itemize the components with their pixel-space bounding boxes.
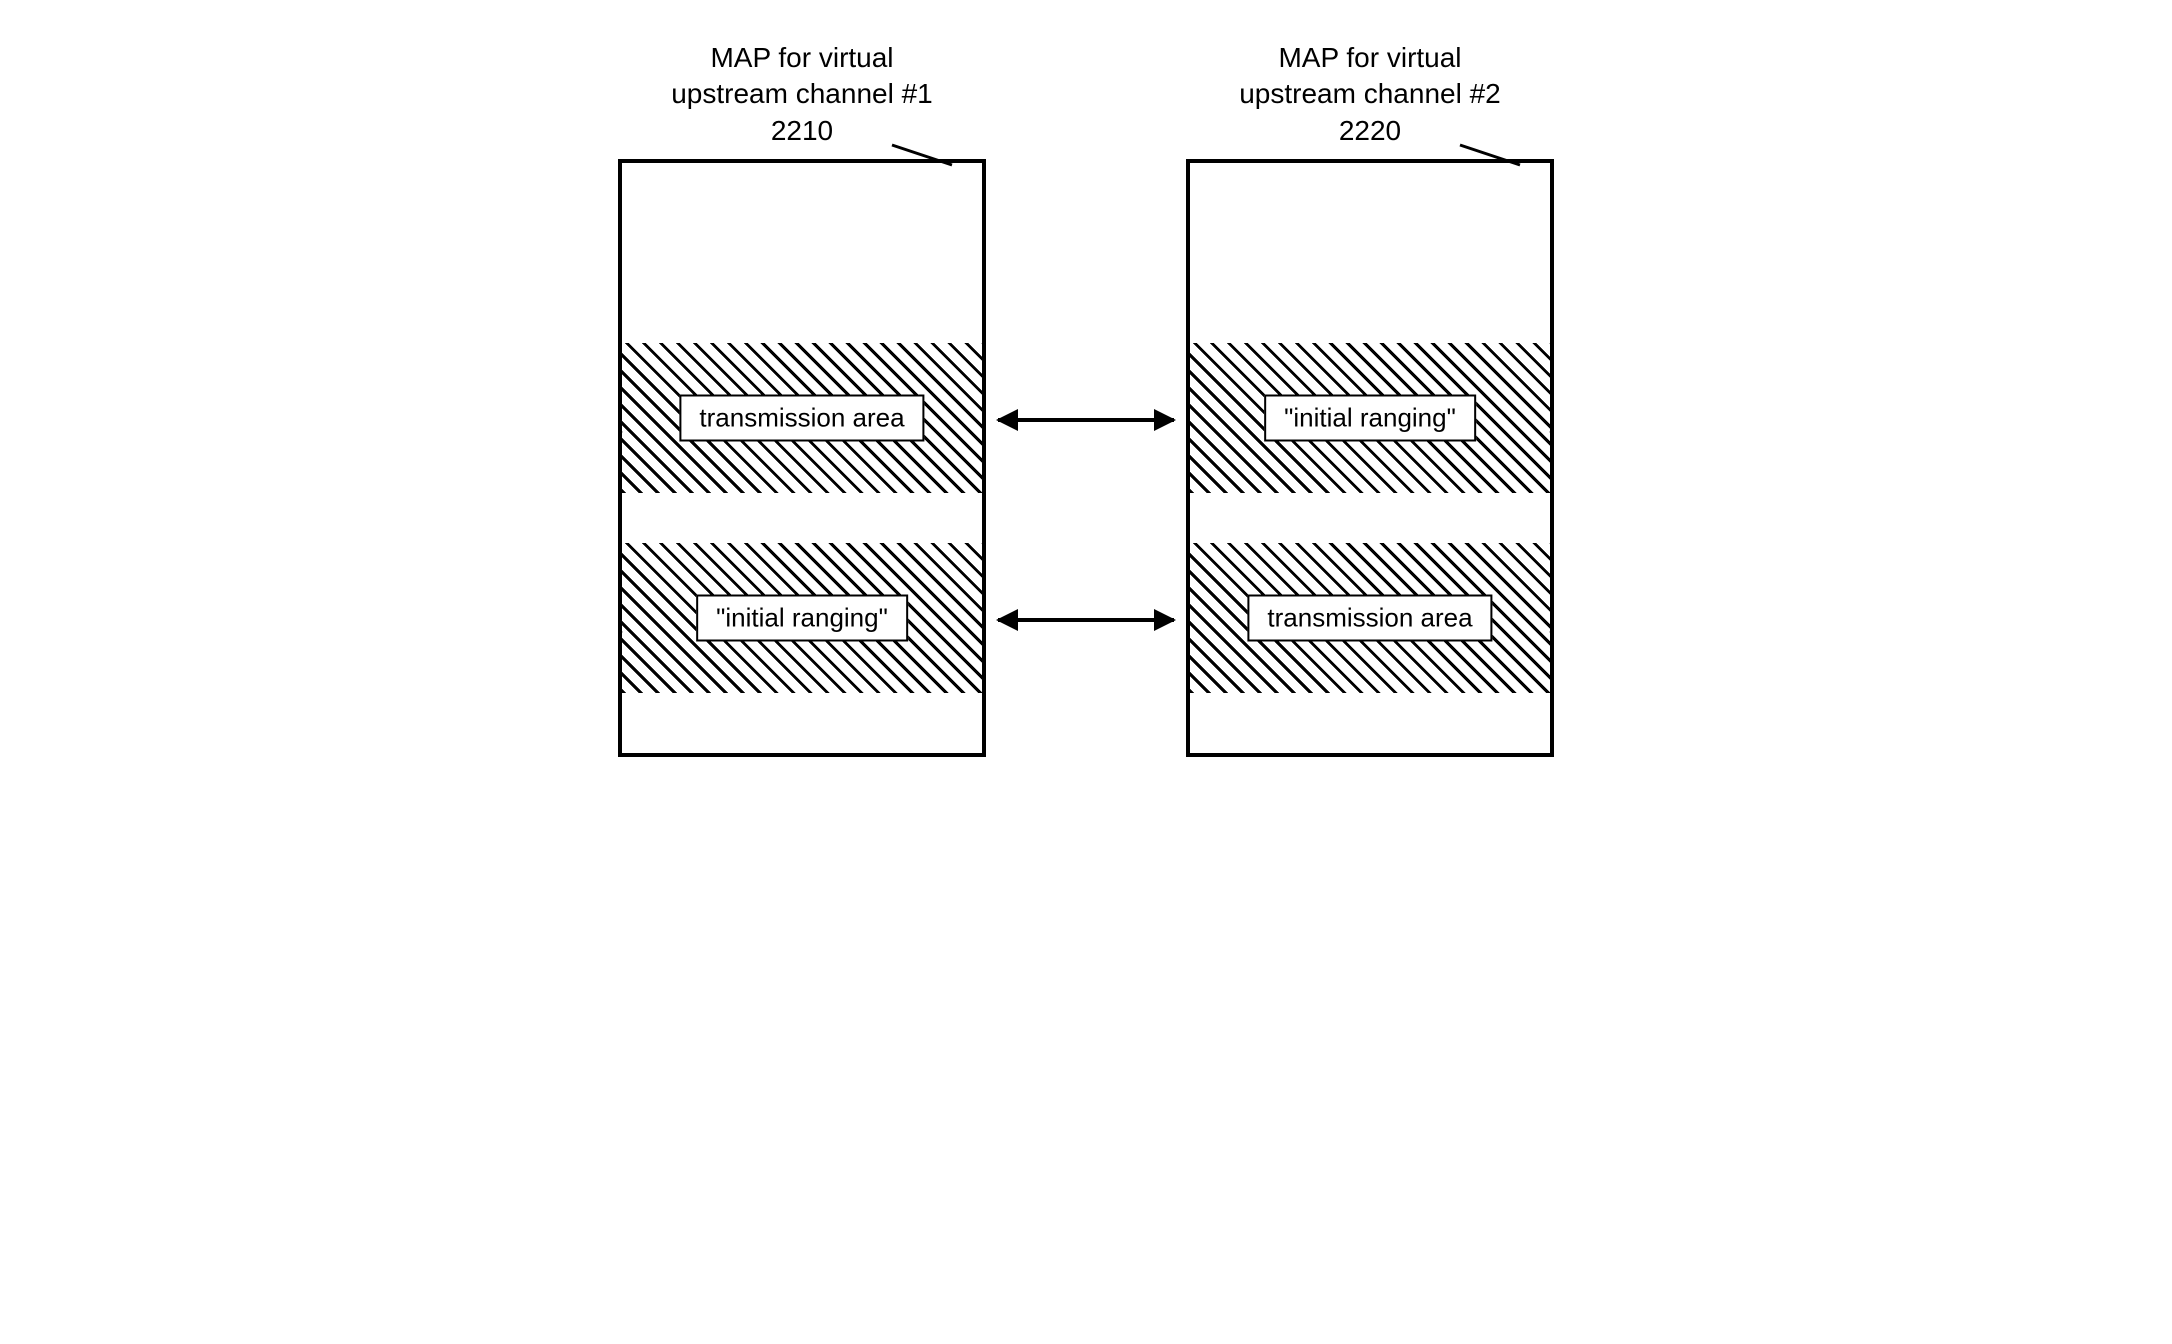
left-ref-number: 2210 — [771, 115, 833, 146]
arrow-row2 — [998, 618, 1174, 622]
diagram-root: MAP for virtual upstream channel #1 2210… — [40, 40, 2132, 757]
right-map-box: "initial ranging" 2221 transmission area… — [1186, 159, 1554, 757]
right-map-column: MAP for virtual upstream channel #2 2220… — [1186, 40, 1554, 757]
left-transmission-label: transmission area — [679, 395, 924, 442]
left-map-box: transmission area 2211 "initial ranging"… — [618, 159, 986, 757]
left-initial-ranging-label: "initial ranging" — [696, 595, 908, 642]
left-row-blank-top — [622, 163, 982, 343]
right-row-blank-top — [1190, 163, 1550, 343]
left-map-column: MAP for virtual upstream channel #1 2210… — [618, 40, 986, 757]
right-row-transmission: transmission area 2222 — [1190, 543, 1550, 693]
right-row-gap — [1190, 493, 1550, 543]
left-title-line2: upstream channel #1 — [671, 78, 933, 109]
right-row-initial-ranging: "initial ranging" 2221 — [1190, 343, 1550, 493]
right-title-line2: upstream channel #2 — [1239, 78, 1501, 109]
left-row-blank-bottom — [622, 693, 982, 753]
right-transmission-label: transmission area — [1247, 595, 1492, 642]
left-row-transmission: transmission area 2211 — [622, 343, 982, 493]
right-map-title: MAP for virtual upstream channel #2 2220 — [1239, 40, 1501, 149]
right-ref-number: 2220 — [1339, 115, 1401, 146]
arrow-row1 — [998, 418, 1174, 422]
right-title-line1: MAP for virtual — [1278, 42, 1461, 73]
right-initial-ranging-label: "initial ranging" — [1264, 395, 1476, 442]
left-map-title: MAP for virtual upstream channel #1 2210 — [671, 40, 933, 149]
left-title-line1: MAP for virtual — [710, 42, 893, 73]
right-row-blank-bottom — [1190, 693, 1550, 753]
left-row-gap — [622, 493, 982, 543]
left-row-initial-ranging: "initial ranging" 2212 — [622, 543, 982, 693]
